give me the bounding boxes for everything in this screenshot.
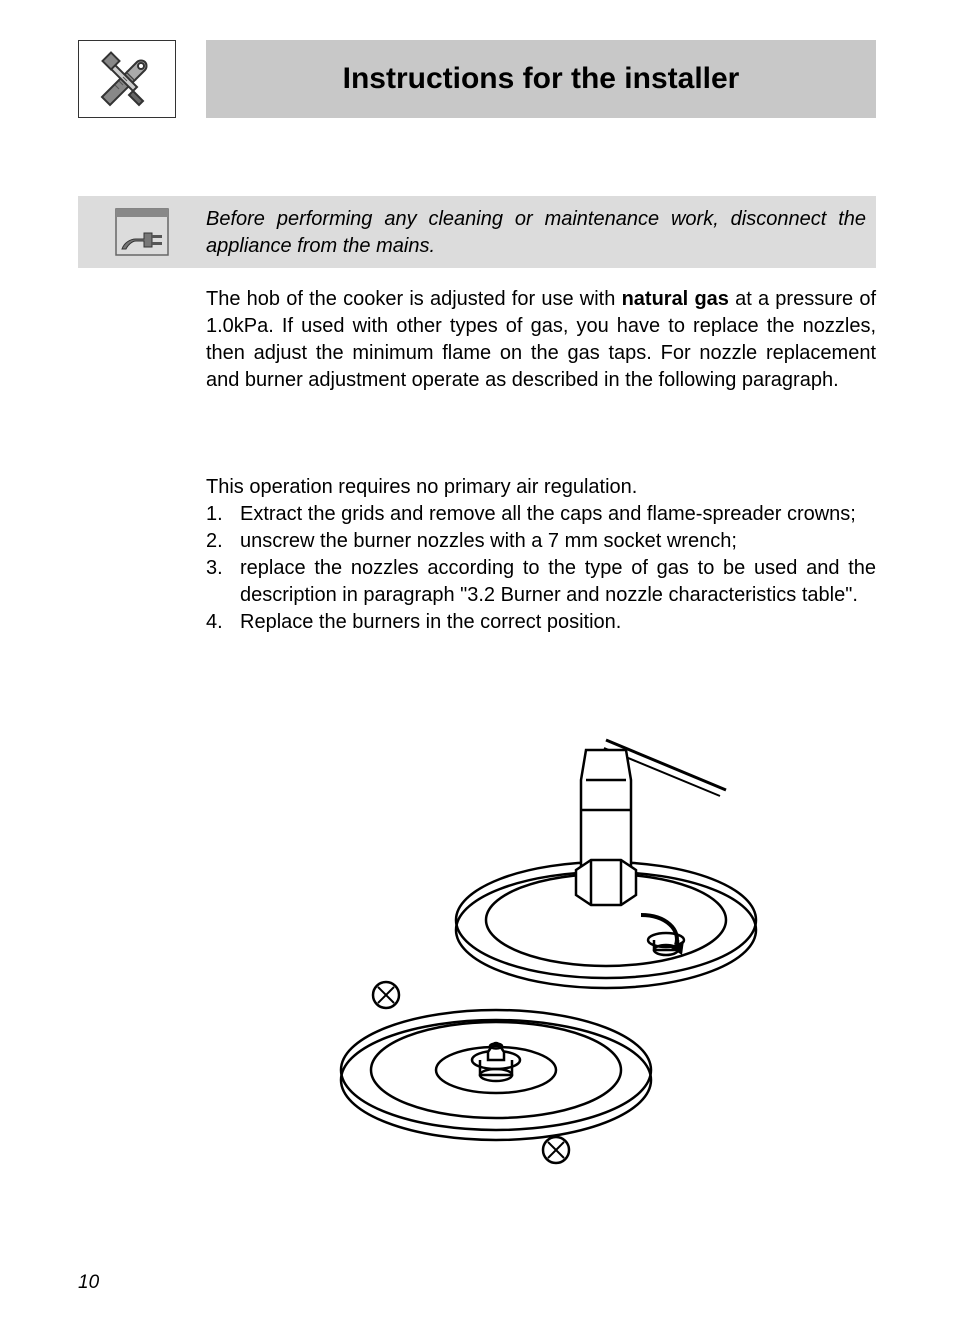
item-text: replace the nozzles according to the typ… (240, 555, 876, 609)
item-number: 3. (206, 555, 240, 609)
intro-paragraph: The hob of the cooker is adjusted for us… (206, 286, 876, 394)
list-item: 1. Extract the grids and remove all the … (206, 501, 876, 528)
item-number: 4. (206, 609, 240, 636)
page-container: Instructions for the installer Before pe… (0, 0, 954, 1336)
item-number: 1. (206, 501, 240, 528)
plug-icon (112, 205, 172, 259)
list-item: 3. replace the nozzles according to the … (206, 555, 876, 609)
header-container: Instructions for the installer (0, 40, 954, 118)
item-text: unscrew the burner nozzles with a 7 mm s… (240, 528, 876, 555)
intro-text-before: The hob of the cooker is adjusted for us… (206, 288, 622, 310)
item-text: Replace the burners in the correct posit… (240, 609, 876, 636)
list-item: 2. unscrew the burner nozzles with a 7 m… (206, 528, 876, 555)
operation-intro: This operation requires no primary air r… (206, 474, 876, 501)
operation-section: This operation requires no primary air r… (206, 474, 876, 636)
page-title: Instructions for the installer (343, 62, 740, 96)
nozzle-diagram (296, 720, 796, 1180)
operation-list: 1. Extract the grids and remove all the … (206, 501, 876, 636)
warning-text: Before performing any cleaning or mainte… (206, 206, 866, 260)
warning-box: Before performing any cleaning or mainte… (78, 196, 876, 268)
list-item: 4. Replace the burners in the correct po… (206, 609, 876, 636)
header-icon-box (78, 40, 176, 118)
item-number: 2. (206, 528, 240, 555)
intro-bold-text: natural gas (622, 288, 729, 310)
page-number: 10 (78, 1272, 99, 1294)
wrench-screwdriver-icon (79, 41, 175, 117)
header-bar: Instructions for the installer (206, 40, 876, 118)
item-text: Extract the grids and remove all the cap… (240, 501, 876, 528)
warning-icon-container (78, 196, 206, 268)
